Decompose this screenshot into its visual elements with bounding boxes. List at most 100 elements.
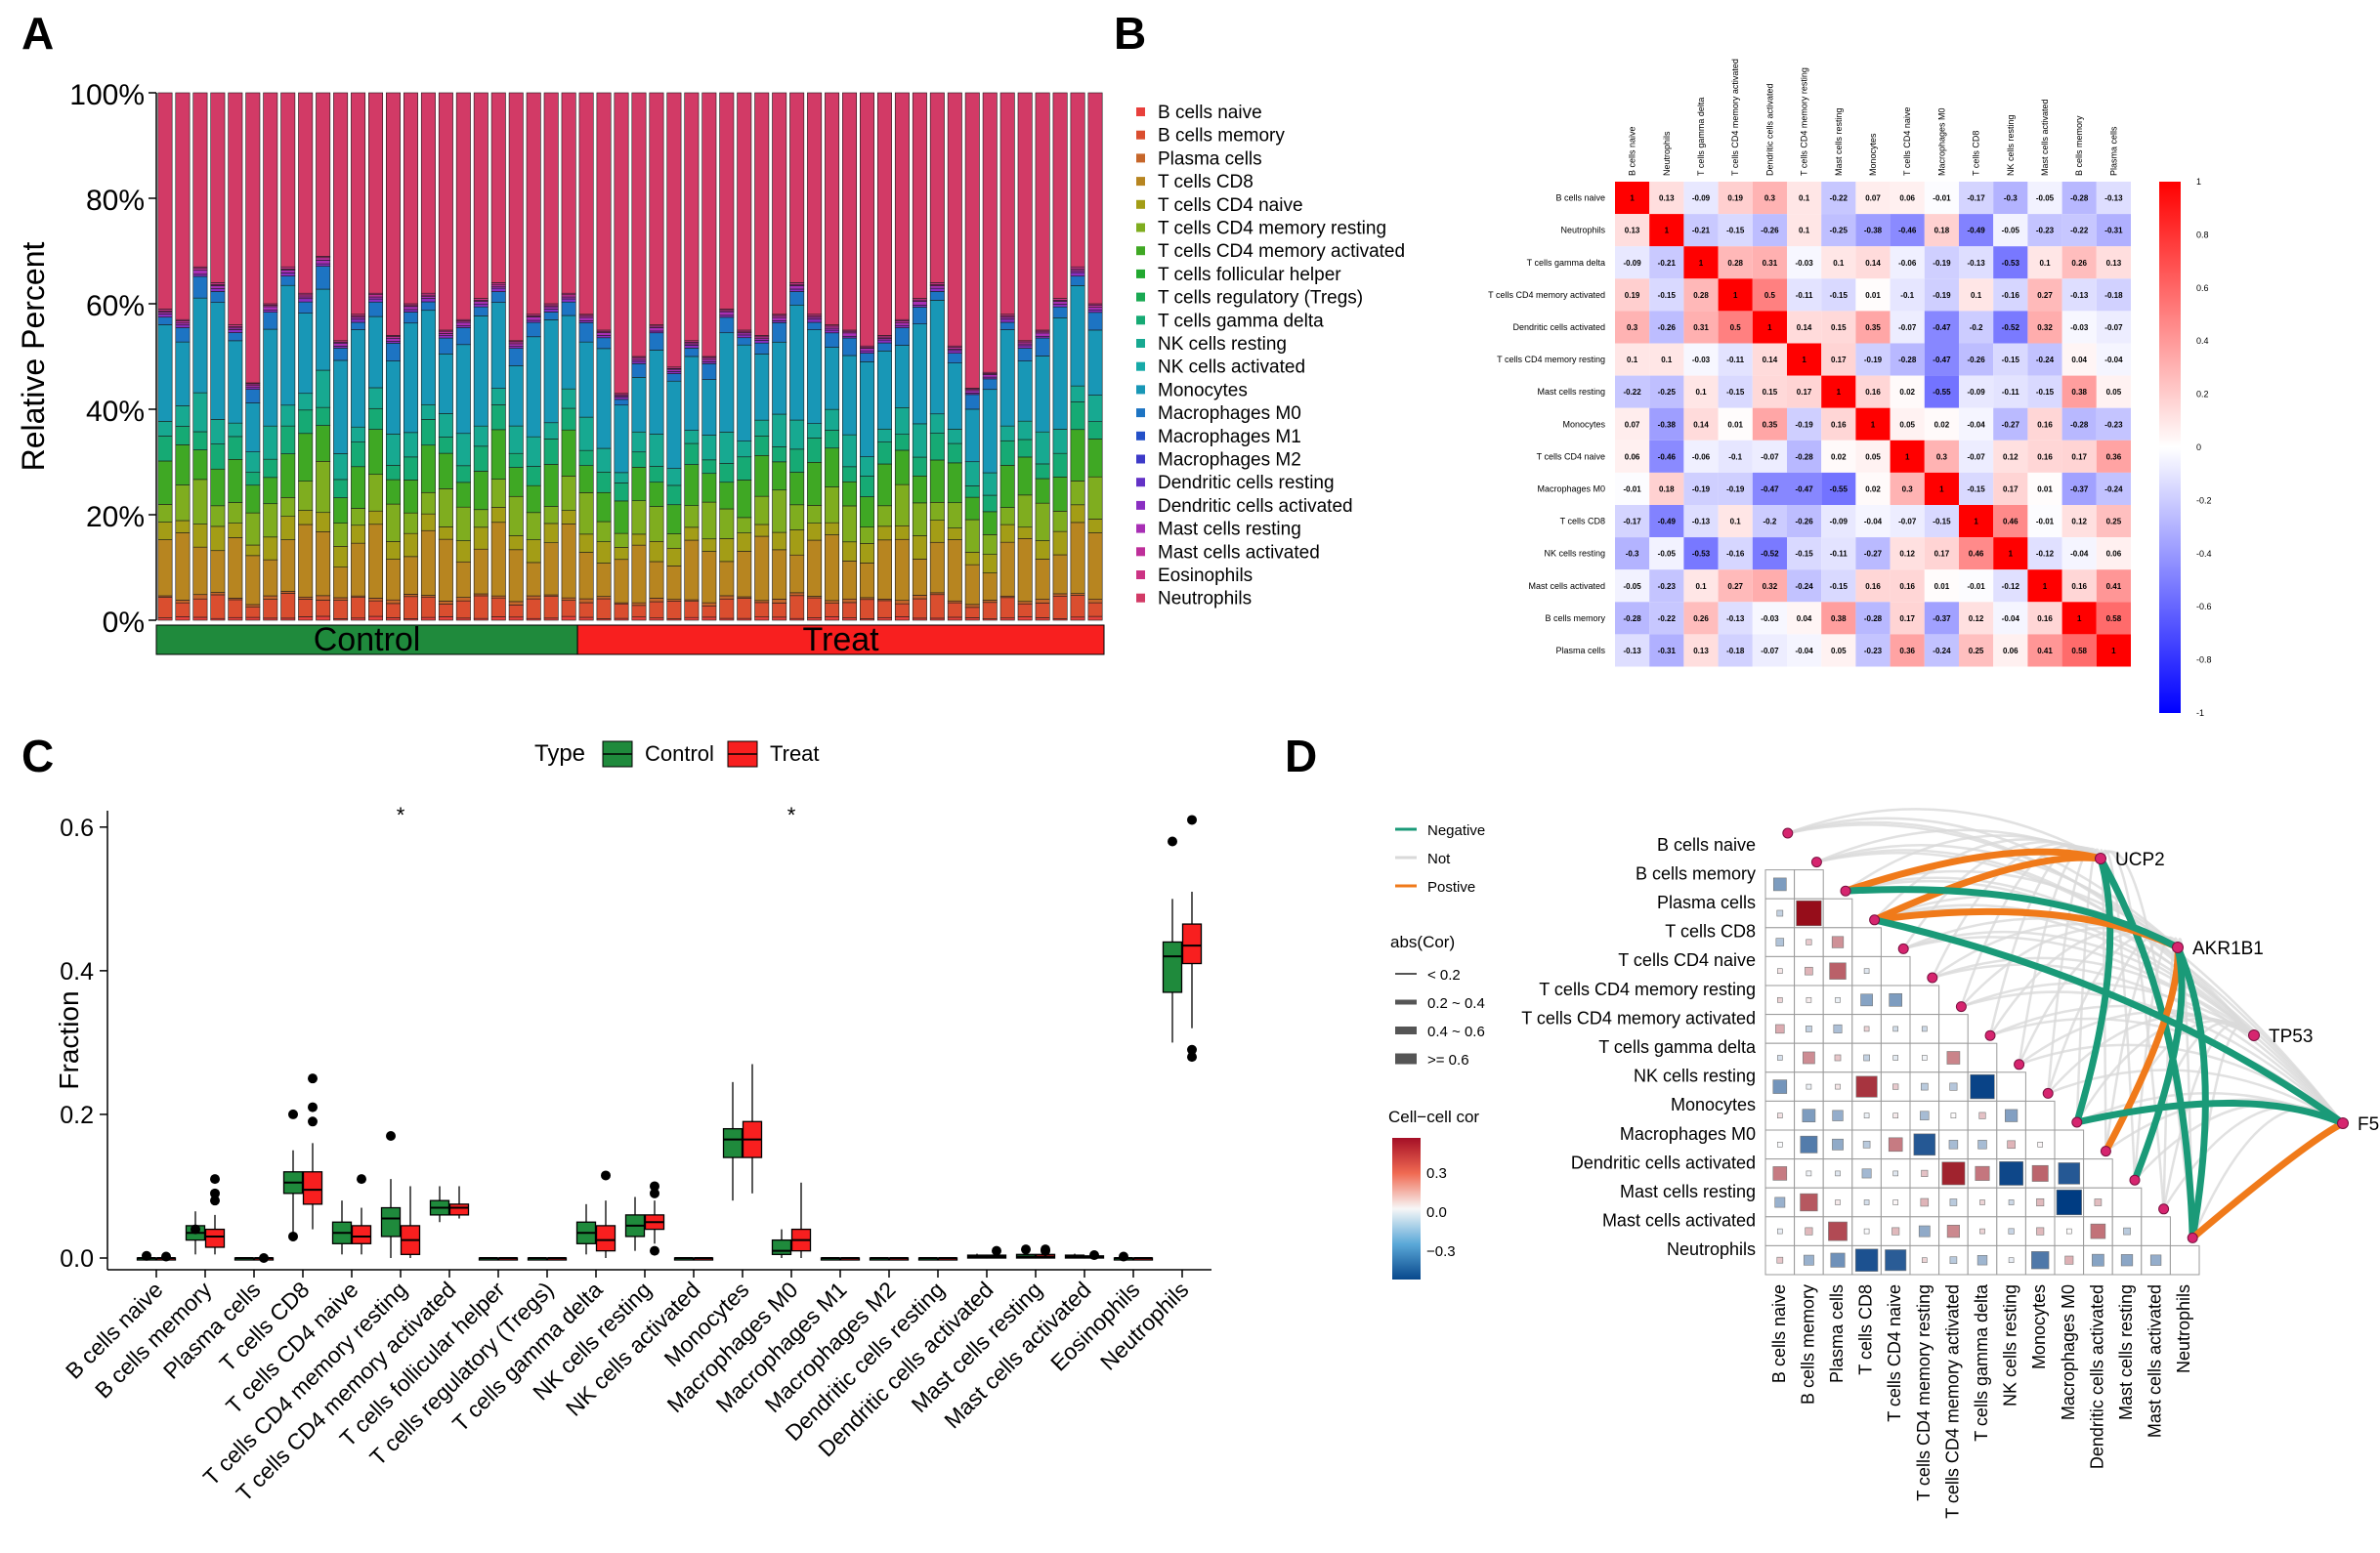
stacked-bar-segment (210, 291, 226, 303)
stacked-bar-segment (964, 485, 980, 498)
y-tick-label: 0.0 (60, 1245, 94, 1273)
stacked-bar-segment (473, 301, 489, 305)
heatmap-cell (1718, 537, 1753, 570)
stacked-bar-segment-neutrophils (929, 92, 945, 283)
matrix-cell-square (1796, 900, 1822, 927)
stacked-bar-segment (912, 502, 927, 536)
matrix-row-label: Mast cells resting (1620, 1182, 1756, 1201)
matrix-cell (1909, 985, 1940, 1016)
legend-line-label: Postive (1427, 879, 1475, 896)
stacked-bar-segment (825, 522, 840, 535)
heatmap-cell-value: -0.2 (1970, 323, 1983, 332)
heatmap-cell (1993, 602, 2028, 635)
matrix-cell-square (1892, 1112, 1898, 1118)
panel-label-d: D (1285, 731, 1317, 781)
heatmap-cell (1752, 311, 1787, 344)
matrix-cell-square (1863, 1026, 1870, 1032)
heatmap-cell-value: -0.03 (1692, 356, 1711, 364)
stacked-bar-segment (842, 602, 858, 618)
cell-node (1840, 885, 1851, 897)
heatmap-cell-value: -0.09 (1830, 518, 1849, 526)
control-outlier (1021, 1244, 1031, 1255)
heatmap-cell-value: 1 (2111, 647, 2116, 655)
heatmap-cell-value: 0.32 (2037, 323, 2053, 332)
heatmap-cell-value: -0.24 (2104, 484, 2123, 493)
stacked-bar-segment (280, 617, 296, 621)
heatmap-cell (1959, 375, 1994, 408)
heatmap-cell-value: -0.55 (1933, 388, 1951, 397)
heatmap-row-label: Macrophages M0 (1537, 483, 1605, 493)
stacked-bar-segment (386, 503, 401, 542)
stacked-bar-segment (737, 441, 752, 458)
control-box (380, 1206, 402, 1238)
heatmap-cell-value: 0.13 (1693, 647, 1709, 655)
heatmap-row-label: NK cells resting (1544, 549, 1605, 559)
stacked-bar-segment (842, 481, 858, 507)
stacked-bar-segment (263, 617, 278, 621)
heatmap-column-label: B cells memory (2074, 115, 2084, 176)
stacked-bar-segment (1087, 329, 1103, 396)
stacked-bar-segment (772, 531, 787, 551)
stacked-bar-segment (614, 547, 629, 561)
heatmap-cell (1959, 182, 1994, 215)
heatmap-cell (2096, 246, 2131, 279)
heatmap-cell-value: -0.1 (1900, 291, 1914, 300)
panel-label-c: C (21, 731, 54, 781)
stacked-bar-segment (894, 322, 910, 326)
stacked-bar-segment (964, 607, 980, 618)
stacked-bar-segment (964, 394, 980, 410)
matrix-row-label: Plasma cells (1657, 893, 1756, 912)
heatmap-cell-value: -0.23 (2104, 420, 2123, 429)
stacked-bar-segment (825, 600, 840, 604)
matrix-row-label: B cells memory (1636, 863, 1756, 883)
heatmap-cell (2027, 472, 2062, 505)
heatmap-cell-value: -0.53 (1692, 550, 1711, 559)
stacked-bar-segment (280, 284, 296, 406)
stacked-bar-segment (298, 616, 314, 621)
heatmap-cell (1787, 569, 1822, 603)
heatmap-column-label: B cells naive (1628, 126, 1637, 176)
heatmap-cell (1752, 505, 1787, 538)
stacked-bar-segment (316, 260, 331, 265)
stacked-bar-segment (912, 595, 927, 600)
heatmap-cell-value: -0.17 (1967, 194, 1985, 203)
heatmap-cell-value: -0.46 (1898, 227, 1917, 235)
stacked-bar-segment (420, 301, 436, 312)
heatmap-cell-value: -0.13 (1726, 614, 1745, 623)
heatmap-cell-value: -0.25 (1658, 388, 1677, 397)
stacked-bar-segment (228, 332, 243, 342)
heatmap-cell-value: 0.1 (2039, 259, 2051, 268)
stacked-bar-segment (719, 561, 735, 597)
stacked-bar-segment (508, 616, 524, 621)
heatmap-cell-value: -0.46 (1658, 452, 1677, 461)
matrix-cell-square (1921, 1169, 1929, 1177)
stacked-bar-segment (701, 538, 717, 552)
stacked-bar-segment (912, 559, 927, 596)
heatmap-cell-value: 0.17 (2003, 484, 2019, 493)
heatmap-cell-value: -0.16 (2002, 291, 2020, 300)
legend-swatch (1136, 431, 1145, 441)
stacked-bar-segment (333, 497, 349, 524)
stacked-bar-segment (420, 596, 436, 618)
heatmap-cell-value: 0.18 (1659, 484, 1675, 493)
stacked-bar-segment (157, 316, 173, 325)
heatmap-cell (1683, 407, 1719, 441)
heatmap-cell-value: 0.07 (1625, 420, 1640, 429)
stacked-bar-segment (210, 443, 226, 470)
heatmap-cell (2061, 311, 2097, 344)
heatmap-cell-value: -0.04 (2070, 550, 2089, 559)
stacked-bar-segment (1052, 554, 1068, 595)
matrix-row-label: T cells gamma delta (1598, 1037, 1757, 1057)
stacked-bar-segment (631, 500, 647, 535)
matrix-cell-square (1777, 1055, 1783, 1061)
heatmap-cell-value: 1 (1939, 484, 1944, 493)
stacked-bar-segment (719, 482, 735, 510)
heatmap-cell (2027, 278, 2062, 312)
stacked-bar-segment (280, 593, 296, 619)
stacked-bar-segment (175, 426, 191, 445)
heatmap-cell-value: 0.46 (2003, 518, 2019, 526)
heatmap-cell (1993, 472, 2028, 505)
heatmap-cell (1959, 440, 1994, 473)
stacked-bar-segment (508, 495, 524, 536)
heatmap-column-label: Monocytes (1868, 133, 1878, 176)
